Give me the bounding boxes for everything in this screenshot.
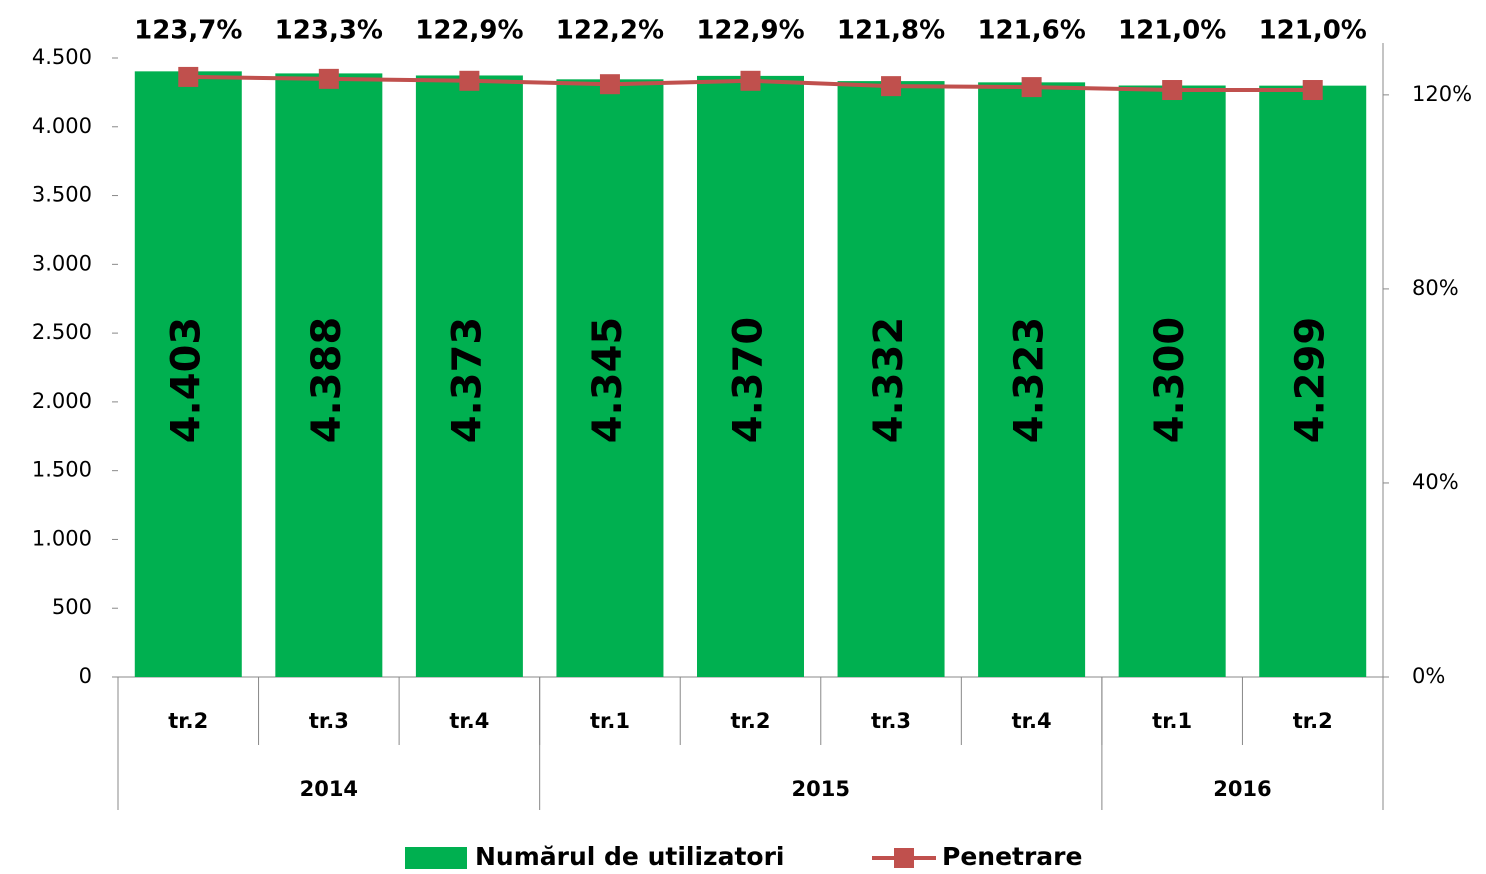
line-value-label: 123,3% bbox=[275, 16, 383, 46]
legend-swatch bbox=[405, 847, 467, 869]
bar-value-label: 4.345 bbox=[585, 317, 631, 444]
category-label: tr.3 bbox=[309, 709, 349, 733]
line-value-label: 122,2% bbox=[556, 16, 664, 46]
yticks-label: 4.000 bbox=[32, 114, 92, 138]
group-label: 2014 bbox=[300, 777, 358, 801]
bar bbox=[1118, 85, 1226, 677]
bar-value-label: 4.370 bbox=[726, 317, 772, 444]
bar bbox=[275, 73, 383, 677]
category-label: tr.3 bbox=[871, 709, 911, 733]
bar-value-label: 4.373 bbox=[444, 317, 490, 444]
yticks-label: 2.500 bbox=[32, 320, 92, 344]
bar-value-label: 4.332 bbox=[866, 317, 912, 444]
line-marker bbox=[881, 76, 902, 97]
bar bbox=[837, 81, 945, 678]
category-label: tr.4 bbox=[1012, 709, 1052, 733]
line-value-label: 121,8% bbox=[837, 16, 945, 46]
bar-value-label: 4.388 bbox=[304, 317, 350, 444]
bar-value-label: 4.300 bbox=[1147, 317, 1193, 444]
category-label: tr.2 bbox=[168, 709, 208, 733]
line-marker bbox=[1021, 77, 1042, 98]
yticks-label: 3.000 bbox=[32, 251, 92, 275]
line-marker bbox=[1302, 80, 1323, 101]
category-label: tr.1 bbox=[1152, 709, 1192, 733]
legend-marker bbox=[894, 848, 914, 868]
yticks-label: 0 bbox=[79, 664, 92, 688]
yticks-label: 1.500 bbox=[32, 458, 92, 482]
line-marker bbox=[599, 74, 620, 95]
category-label: tr.4 bbox=[449, 709, 489, 733]
bar bbox=[415, 75, 523, 678]
line-marker bbox=[740, 70, 761, 91]
yticks-label: 3.500 bbox=[32, 183, 92, 207]
bar-value-label: 4.403 bbox=[163, 317, 209, 444]
yticks-label: 500 bbox=[52, 595, 92, 619]
bar bbox=[134, 71, 242, 677]
category-label: tr.2 bbox=[731, 709, 771, 733]
bar-value-label: 4.323 bbox=[1007, 317, 1053, 444]
y2ticks-label: 120% bbox=[1412, 82, 1472, 106]
y2ticks-label: 40% bbox=[1412, 470, 1459, 494]
y2ticks-label: 80% bbox=[1412, 276, 1459, 300]
line-value-label: 121,6% bbox=[977, 16, 1085, 46]
line-value-label: 121,0% bbox=[1259, 16, 1367, 46]
yticks-label: 1.000 bbox=[32, 526, 92, 550]
line-value-label: 121,0% bbox=[1118, 16, 1226, 46]
yticks-label: 2.000 bbox=[32, 389, 92, 413]
y2ticks-label: 0% bbox=[1412, 664, 1445, 688]
category-label: tr.2 bbox=[1293, 709, 1333, 733]
category-label: tr.1 bbox=[590, 709, 630, 733]
bar-value-label: 4.299 bbox=[1288, 317, 1334, 444]
line-marker bbox=[1162, 80, 1183, 101]
yticks-label: 4.500 bbox=[32, 45, 92, 69]
line-marker bbox=[178, 66, 199, 87]
bar bbox=[697, 75, 804, 678]
line-value-label: 122,9% bbox=[415, 16, 523, 46]
legend-label: Numărul de utilizatori bbox=[475, 842, 785, 871]
legend-label: Penetrare bbox=[942, 842, 1082, 871]
bar bbox=[556, 79, 664, 678]
line-value-label: 123,7% bbox=[134, 16, 242, 46]
bar bbox=[978, 82, 1086, 677]
line-marker bbox=[318, 68, 339, 89]
bar bbox=[1259, 85, 1367, 677]
group-label: 2016 bbox=[1213, 777, 1271, 801]
line-marker bbox=[459, 70, 480, 91]
line-value-label: 122,9% bbox=[696, 16, 804, 46]
group-label: 2015 bbox=[792, 777, 850, 801]
